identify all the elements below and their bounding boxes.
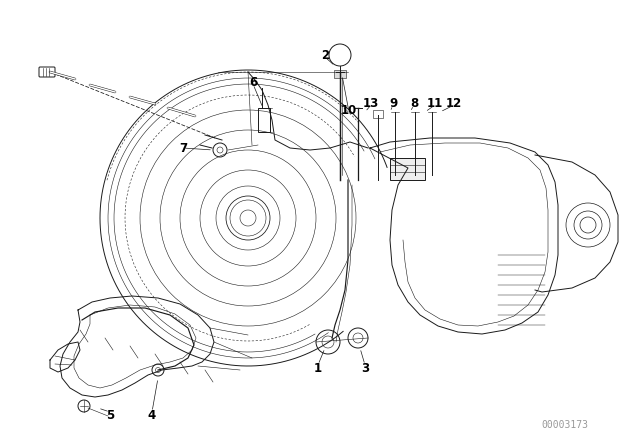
Text: 3: 3 [361,362,369,375]
Text: 6: 6 [249,76,257,89]
Bar [390,158,425,180]
Text: 7: 7 [179,142,187,155]
Text: 2: 2 [321,48,329,61]
Text: 12: 12 [446,96,462,109]
Text: 00003173: 00003173 [541,420,589,430]
Text: 5: 5 [106,409,114,422]
Bar [373,110,383,118]
Text: 11: 11 [427,96,443,109]
Text: 4: 4 [148,409,156,422]
Bar [258,108,270,132]
FancyBboxPatch shape [39,67,55,77]
Text: 10: 10 [341,103,357,116]
Text: 8: 8 [410,96,418,109]
Text: 1: 1 [314,362,322,375]
Text: 13: 13 [363,96,379,109]
Text: 9: 9 [389,96,397,109]
Bar [334,70,346,78]
